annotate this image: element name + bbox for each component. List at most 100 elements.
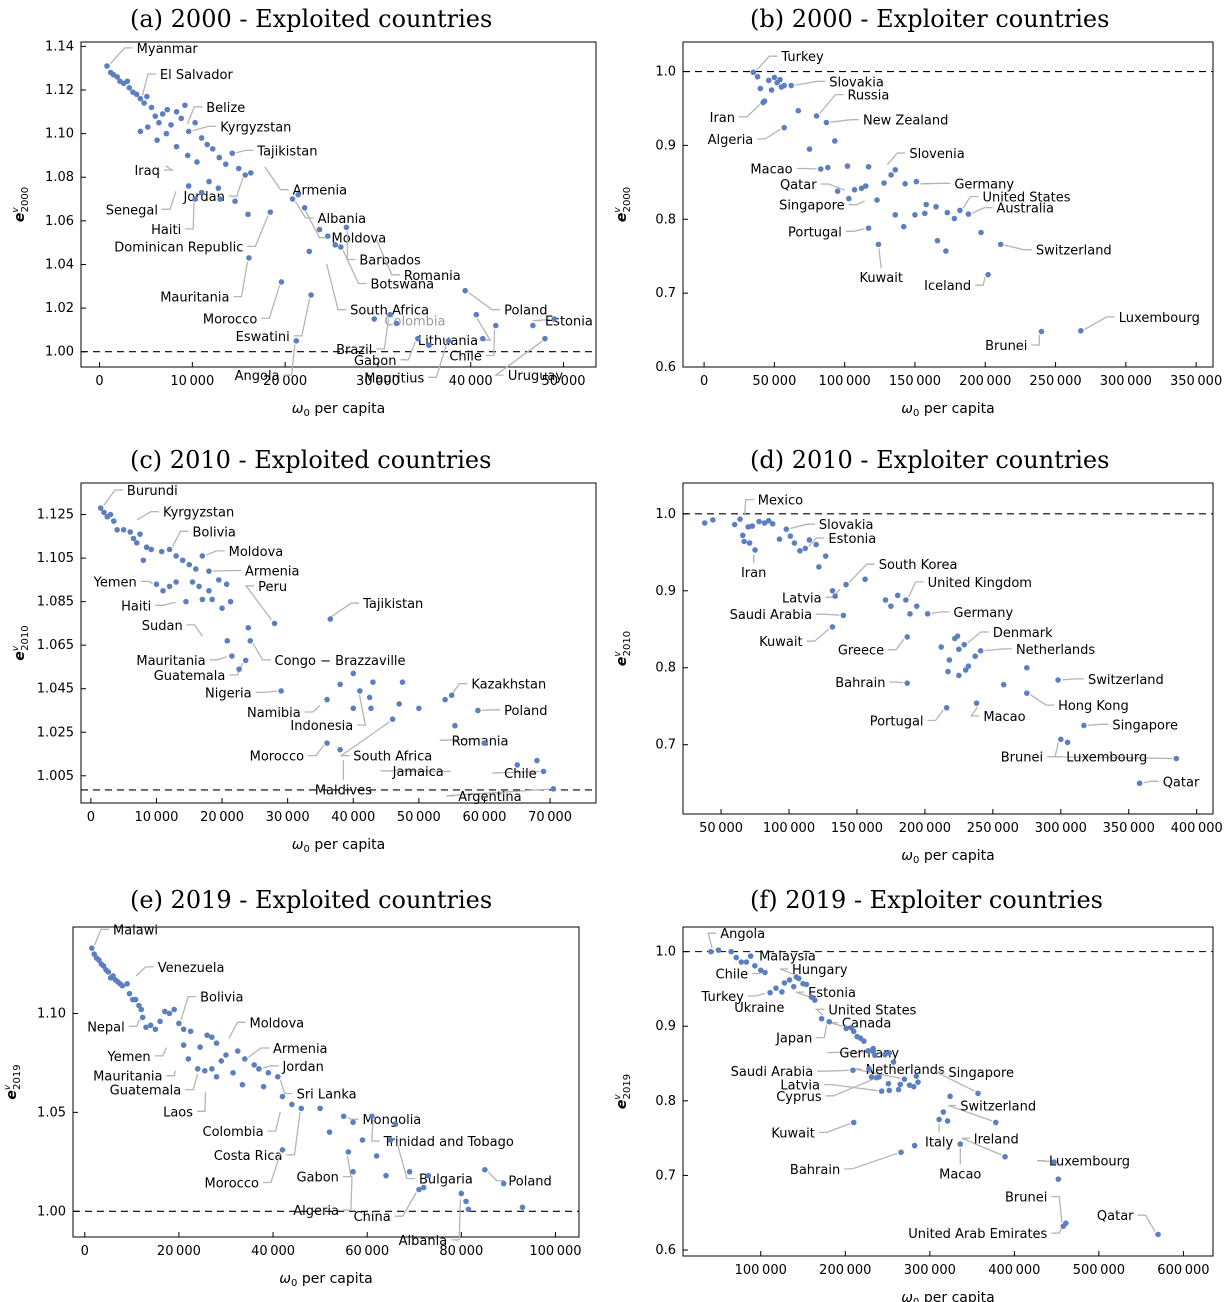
panel-d-data-point <box>802 545 809 552</box>
panel-f-data-point <box>897 1081 904 1088</box>
panel-d-data-point <box>1136 780 1143 787</box>
panel-b-data-point <box>858 185 865 192</box>
panel-d-country-label: Singapore <box>1112 718 1178 733</box>
panel-a-data-point <box>551 316 558 322</box>
panel-c-data-point <box>370 679 376 685</box>
panel-d-data-point <box>903 597 909 603</box>
panel-c-data-point <box>416 705 422 712</box>
panel-c-data-point <box>475 707 481 714</box>
panel-d-data-point <box>765 517 772 524</box>
panel-d-data-point <box>806 537 813 543</box>
panel-e-xtick-label: 20 000 <box>157 1244 201 1259</box>
panel-a-xtick-label: 0 <box>95 374 103 389</box>
panel-f-country-label: Latvia <box>780 1079 820 1094</box>
panel-b-leader-line <box>971 206 993 214</box>
panel-a-data-point <box>215 185 222 191</box>
panel-d-leader-line <box>908 581 924 598</box>
panel-e-data-point <box>89 945 95 951</box>
panel-f-leader-line <box>1036 1160 1051 1163</box>
panel-e-leader-line <box>267 1111 281 1132</box>
panel-c-country-label: Yemen <box>93 575 137 590</box>
panel-a-data-point <box>216 154 223 161</box>
panel-b-xtick-label: 50 000 <box>752 374 796 389</box>
panel-c-leader-line <box>209 656 227 661</box>
panel-e-data-point <box>289 1101 295 1108</box>
panel-a-leader-line <box>264 166 289 191</box>
panel-f-data-point <box>1055 1176 1062 1182</box>
panel-d-leader-line <box>1087 723 1109 726</box>
panel-d-data-point <box>924 611 931 617</box>
panel-a-leader-line <box>247 215 269 248</box>
panel-e-data-point <box>279 1147 286 1153</box>
panel-a-leader-line <box>293 298 311 337</box>
panel-b-xtick-label: 200 000 <box>959 374 1011 389</box>
panel-c-leader-line <box>140 580 153 585</box>
panel-d-xtick-label: 150 000 <box>831 821 883 836</box>
panel-c-leader-line <box>212 569 241 572</box>
panel-a-leader-line <box>485 329 496 357</box>
panel-a-xtick-label: 30 000 <box>356 374 400 389</box>
panel-a-data-point <box>462 287 468 294</box>
panel-c-data-point <box>206 568 212 574</box>
panel-a-data-point <box>338 244 344 250</box>
panel-a-data-point <box>133 91 140 98</box>
panel-d-data-point <box>832 593 839 599</box>
panel-d-data-point <box>701 520 708 526</box>
panel-c-data-point <box>127 529 134 535</box>
panel-a-country-label: Haiti <box>151 223 181 238</box>
panel-f-country-label: Ireland <box>974 1132 1019 1147</box>
panel-f-data-point <box>890 1059 897 1065</box>
panel-a-data-point <box>530 322 536 329</box>
panel-d-country-label: Bahrain <box>835 676 885 691</box>
panel-d-data-point <box>862 576 868 583</box>
panel-f-data-point <box>910 1083 917 1090</box>
panel-e-leader-line <box>371 1120 380 1142</box>
panel-f-data-point <box>911 1142 918 1149</box>
panel-a-data-point <box>293 338 300 344</box>
panel-a-country-label: Tajikistan <box>256 144 317 159</box>
panel-f-country-label: Estonia <box>808 986 856 1001</box>
panel-e-data-point <box>223 1052 229 1058</box>
panel-a-data-point <box>222 161 229 167</box>
panel-f-ytick-label: 0.7 <box>655 1168 676 1183</box>
panel-a-data-point <box>542 335 548 342</box>
panel-a-data-point <box>145 124 151 130</box>
panel-c-data-point <box>327 616 334 622</box>
panel-b-data-point <box>902 181 908 187</box>
panel-d-data-point <box>731 521 738 528</box>
panel-a-data-point <box>232 198 238 205</box>
panel-f-ytick-label: 1.0 <box>655 945 676 960</box>
panel-d-data-point <box>907 611 913 617</box>
panel-a-data-point <box>245 211 251 218</box>
panel-f-data-point <box>767 989 773 996</box>
panel-a: 0 10 000 20 000 30 000 40 000 50 000 1.00 1.02 1… <box>11 39 597 419</box>
panel-d-leader-line <box>970 706 980 717</box>
panel-d-leader-line <box>1030 694 1055 706</box>
panel-e-xlabel: ω0 per capita <box>279 1271 372 1289</box>
panel-c-data-point <box>324 696 330 703</box>
panel-b-data-point <box>795 107 802 114</box>
panel-d-data-point <box>904 680 911 686</box>
panel-c-country-label: Maldives <box>315 783 372 798</box>
panel-b-data-point <box>1038 328 1045 335</box>
panel-f-data-point <box>738 959 745 965</box>
panel-d-data-point <box>1024 690 1030 696</box>
panel-f-data-point <box>1002 1153 1008 1160</box>
panel-a-data-point <box>217 196 223 202</box>
panel-a-leader-line <box>162 191 177 210</box>
panel-a-data-point <box>173 108 180 115</box>
panel-a-data-point <box>204 141 210 148</box>
panel-d-xlabel: ω0 per capita <box>901 848 994 866</box>
panel-b-country-label: Australia <box>997 202 1055 217</box>
panel-f-data-point <box>975 1090 981 1097</box>
panel-a-data-point <box>126 85 133 91</box>
panel-d-ytick-label: 0.8 <box>655 661 676 676</box>
panel-a-country-label: Myanmar <box>137 42 199 57</box>
panel-a-data-point <box>152 113 159 119</box>
panel-f-data-point <box>743 959 750 965</box>
panel-f-leader-line <box>795 991 812 999</box>
panel-d-data-point <box>783 526 790 532</box>
panel-d-data-point <box>962 667 969 673</box>
panel-d-data-point <box>882 597 889 603</box>
panel-d-data-point <box>737 516 743 522</box>
